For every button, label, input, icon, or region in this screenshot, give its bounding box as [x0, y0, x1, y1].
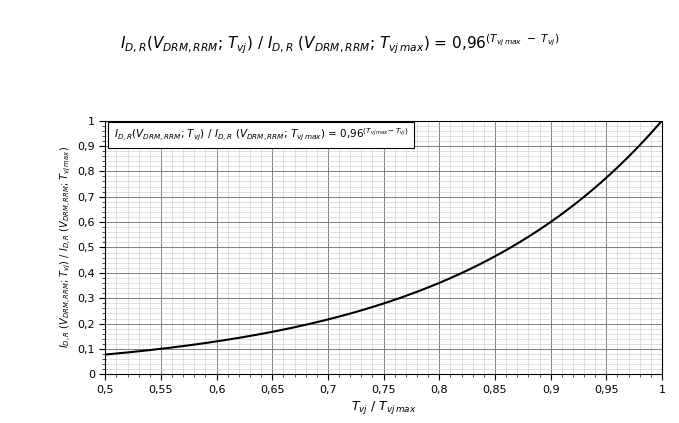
X-axis label: $T_{vj}$ / $T_{vj\,max}$: $T_{vj}$ / $T_{vj\,max}$: [351, 399, 416, 416]
Text: $I_{D,R}$($V_{DRM,RRM}$; $T_{vj}$) / $I_{D,R}$ ($V_{DRM,RRM}$; $T_{vj\,max}$) = : $I_{D,R}$($V_{DRM,RRM}$; $T_{vj}$) / $I_…: [113, 127, 408, 143]
Y-axis label: $I_{D,R}$ ($V_{DRM,RRM}$; $T_{vj}$) / $I_{D,R}$ ($V_{DRM,RRM}$; $T_{vj\,max}$): $I_{D,R}$ ($V_{DRM,RRM}$; $T_{vj}$) / $I…: [58, 146, 73, 349]
Text: $I_{D,R}$($V_{DRM,RRM}$; $T_{vj}$) / $I_{D,R}$ ($V_{DRM,RRM}$; $T_{vj\,max}$) = : $I_{D,R}$($V_{DRM,RRM}$; $T_{vj}$) / $I_…: [120, 33, 559, 56]
